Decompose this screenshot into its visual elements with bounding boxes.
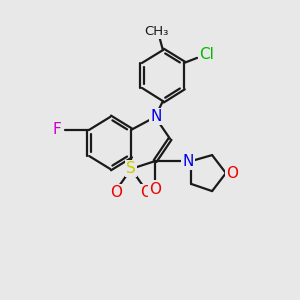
Text: O: O xyxy=(140,185,152,200)
Text: S: S xyxy=(126,161,136,176)
Text: N: N xyxy=(182,154,194,169)
Text: Cl: Cl xyxy=(199,46,214,62)
Text: O: O xyxy=(226,166,238,181)
Text: CH₃: CH₃ xyxy=(144,25,168,38)
Text: N: N xyxy=(150,109,162,124)
Text: F: F xyxy=(52,122,62,137)
Text: O: O xyxy=(110,185,122,200)
Text: O: O xyxy=(149,182,161,196)
